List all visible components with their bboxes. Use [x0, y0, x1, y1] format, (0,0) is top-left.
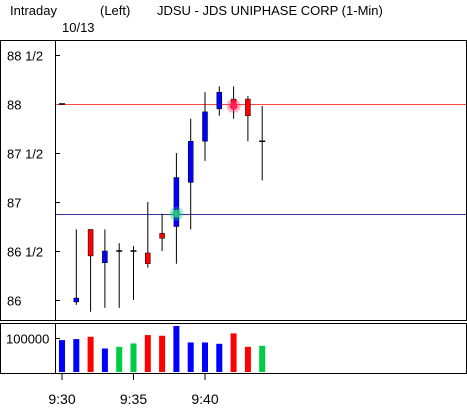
candle [116, 243, 123, 308]
candle [245, 96, 251, 142]
candle-body [202, 111, 208, 142]
volume-bar [144, 335, 151, 372]
volume-bar [230, 333, 237, 372]
volume-bar [87, 336, 94, 372]
volume-bar [59, 340, 65, 372]
candle-body [145, 252, 151, 264]
candle-body [187, 140, 194, 183]
candle-body [245, 98, 251, 117]
volume-bar [202, 342, 208, 372]
candle [73, 229, 80, 305]
volume-bars [59, 326, 266, 372]
candle [187, 118, 194, 230]
chart-title: JDSU - JDS UNIPHASE CORP (1-Min) [157, 3, 383, 18]
price-tick-label: 86 [7, 294, 21, 309]
volume-tick-label: 100000 [6, 332, 49, 347]
volume-bar [130, 343, 137, 372]
candle [102, 229, 108, 308]
volume-bar [187, 342, 194, 372]
time-axis: 9:30 9:35 9:40 [48, 374, 219, 407]
candle [202, 92, 208, 161]
price-tick-label: 88 [7, 98, 21, 113]
volume-bar [173, 326, 180, 372]
volume-bar [159, 335, 166, 372]
volume-bar [259, 345, 266, 372]
price-tick-label: 87 1/2 [7, 147, 43, 162]
candle-body [216, 91, 223, 110]
volume-bar [116, 346, 123, 372]
price-axis: 86 86 1/2 87 87 1/2 88 88 1/2 [7, 49, 60, 309]
time-tick-label: 9:30 [48, 391, 75, 407]
candles [59, 86, 266, 312]
signal-markers [169, 98, 241, 221]
price-tick-label: 88 1/2 [7, 49, 43, 64]
time-tick-label: 9:35 [120, 391, 147, 407]
chart-mode-label: Intraday [10, 3, 57, 18]
time-tick-label: 9:40 [191, 391, 218, 407]
buy-marker [172, 209, 181, 218]
candle-body [159, 233, 165, 239]
candle [216, 86, 223, 116]
candle [159, 213, 165, 251]
candle-body [73, 297, 80, 303]
volume-axis: 100000 [6, 332, 60, 347]
volume-bar [73, 339, 80, 372]
candle [87, 229, 94, 312]
chart-date: 10/13 [62, 20, 95, 35]
price-tick-label: 86 1/2 [7, 245, 43, 260]
candle [130, 246, 137, 300]
candle-body [87, 229, 94, 257]
candle [145, 202, 151, 268]
price-panel-frame [0, 40, 467, 321]
price-tick-label: 87 [7, 196, 21, 211]
volume-bar [101, 348, 108, 372]
candle [173, 153, 180, 264]
volume-bar [216, 343, 223, 372]
candle-body [102, 250, 108, 264]
candle-body [173, 177, 180, 227]
sell-marker [229, 101, 238, 110]
reference-lines [56, 104, 466, 215]
axis-side-label: (Left) [100, 3, 130, 18]
volume-bar [244, 346, 251, 372]
candle [259, 105, 266, 181]
